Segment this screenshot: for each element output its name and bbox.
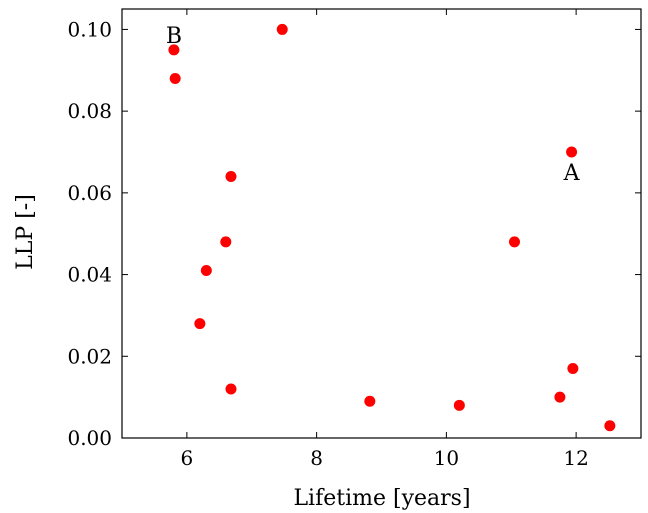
data-point [364, 395, 376, 407]
x-tick-label: 6 [181, 446, 194, 470]
plot-frame [121, 8, 642, 439]
y-axis-label: LLP [-] [13, 194, 38, 270]
annotation-label: B [166, 24, 182, 49]
data-point [276, 23, 288, 35]
data-point [225, 383, 237, 395]
data-point [453, 399, 465, 411]
data-point [194, 318, 206, 330]
y-tick-label: 0.02 [67, 344, 112, 368]
annotations: BA [166, 24, 581, 186]
x-axis-label: Lifetime [years] [293, 486, 470, 511]
data-point [200, 264, 212, 276]
data-points [168, 23, 616, 432]
data-point [168, 44, 180, 56]
axis-ticks: 6 8 10 12 0.00 0.02 0.04 0.06 0.08 0.10 [67, 9, 641, 470]
x-tick-label: 10 [434, 446, 459, 470]
x-tick-label: 12 [563, 446, 588, 470]
y-tick-label: 0.08 [67, 99, 112, 123]
data-point [604, 420, 616, 432]
data-point [566, 146, 578, 158]
annotation-label: A [563, 161, 581, 186]
data-point [225, 171, 237, 183]
y-tick-label: 0.00 [67, 426, 112, 450]
x-tick-label: 8 [310, 446, 323, 470]
y-tick-label: 0.04 [67, 263, 112, 287]
data-point [554, 391, 566, 403]
data-point [169, 72, 181, 84]
data-point [508, 236, 520, 248]
y-tick-label: 0.10 [67, 17, 112, 41]
data-point [220, 236, 232, 248]
data-point [567, 363, 579, 375]
y-tick-label: 0.06 [67, 181, 112, 205]
